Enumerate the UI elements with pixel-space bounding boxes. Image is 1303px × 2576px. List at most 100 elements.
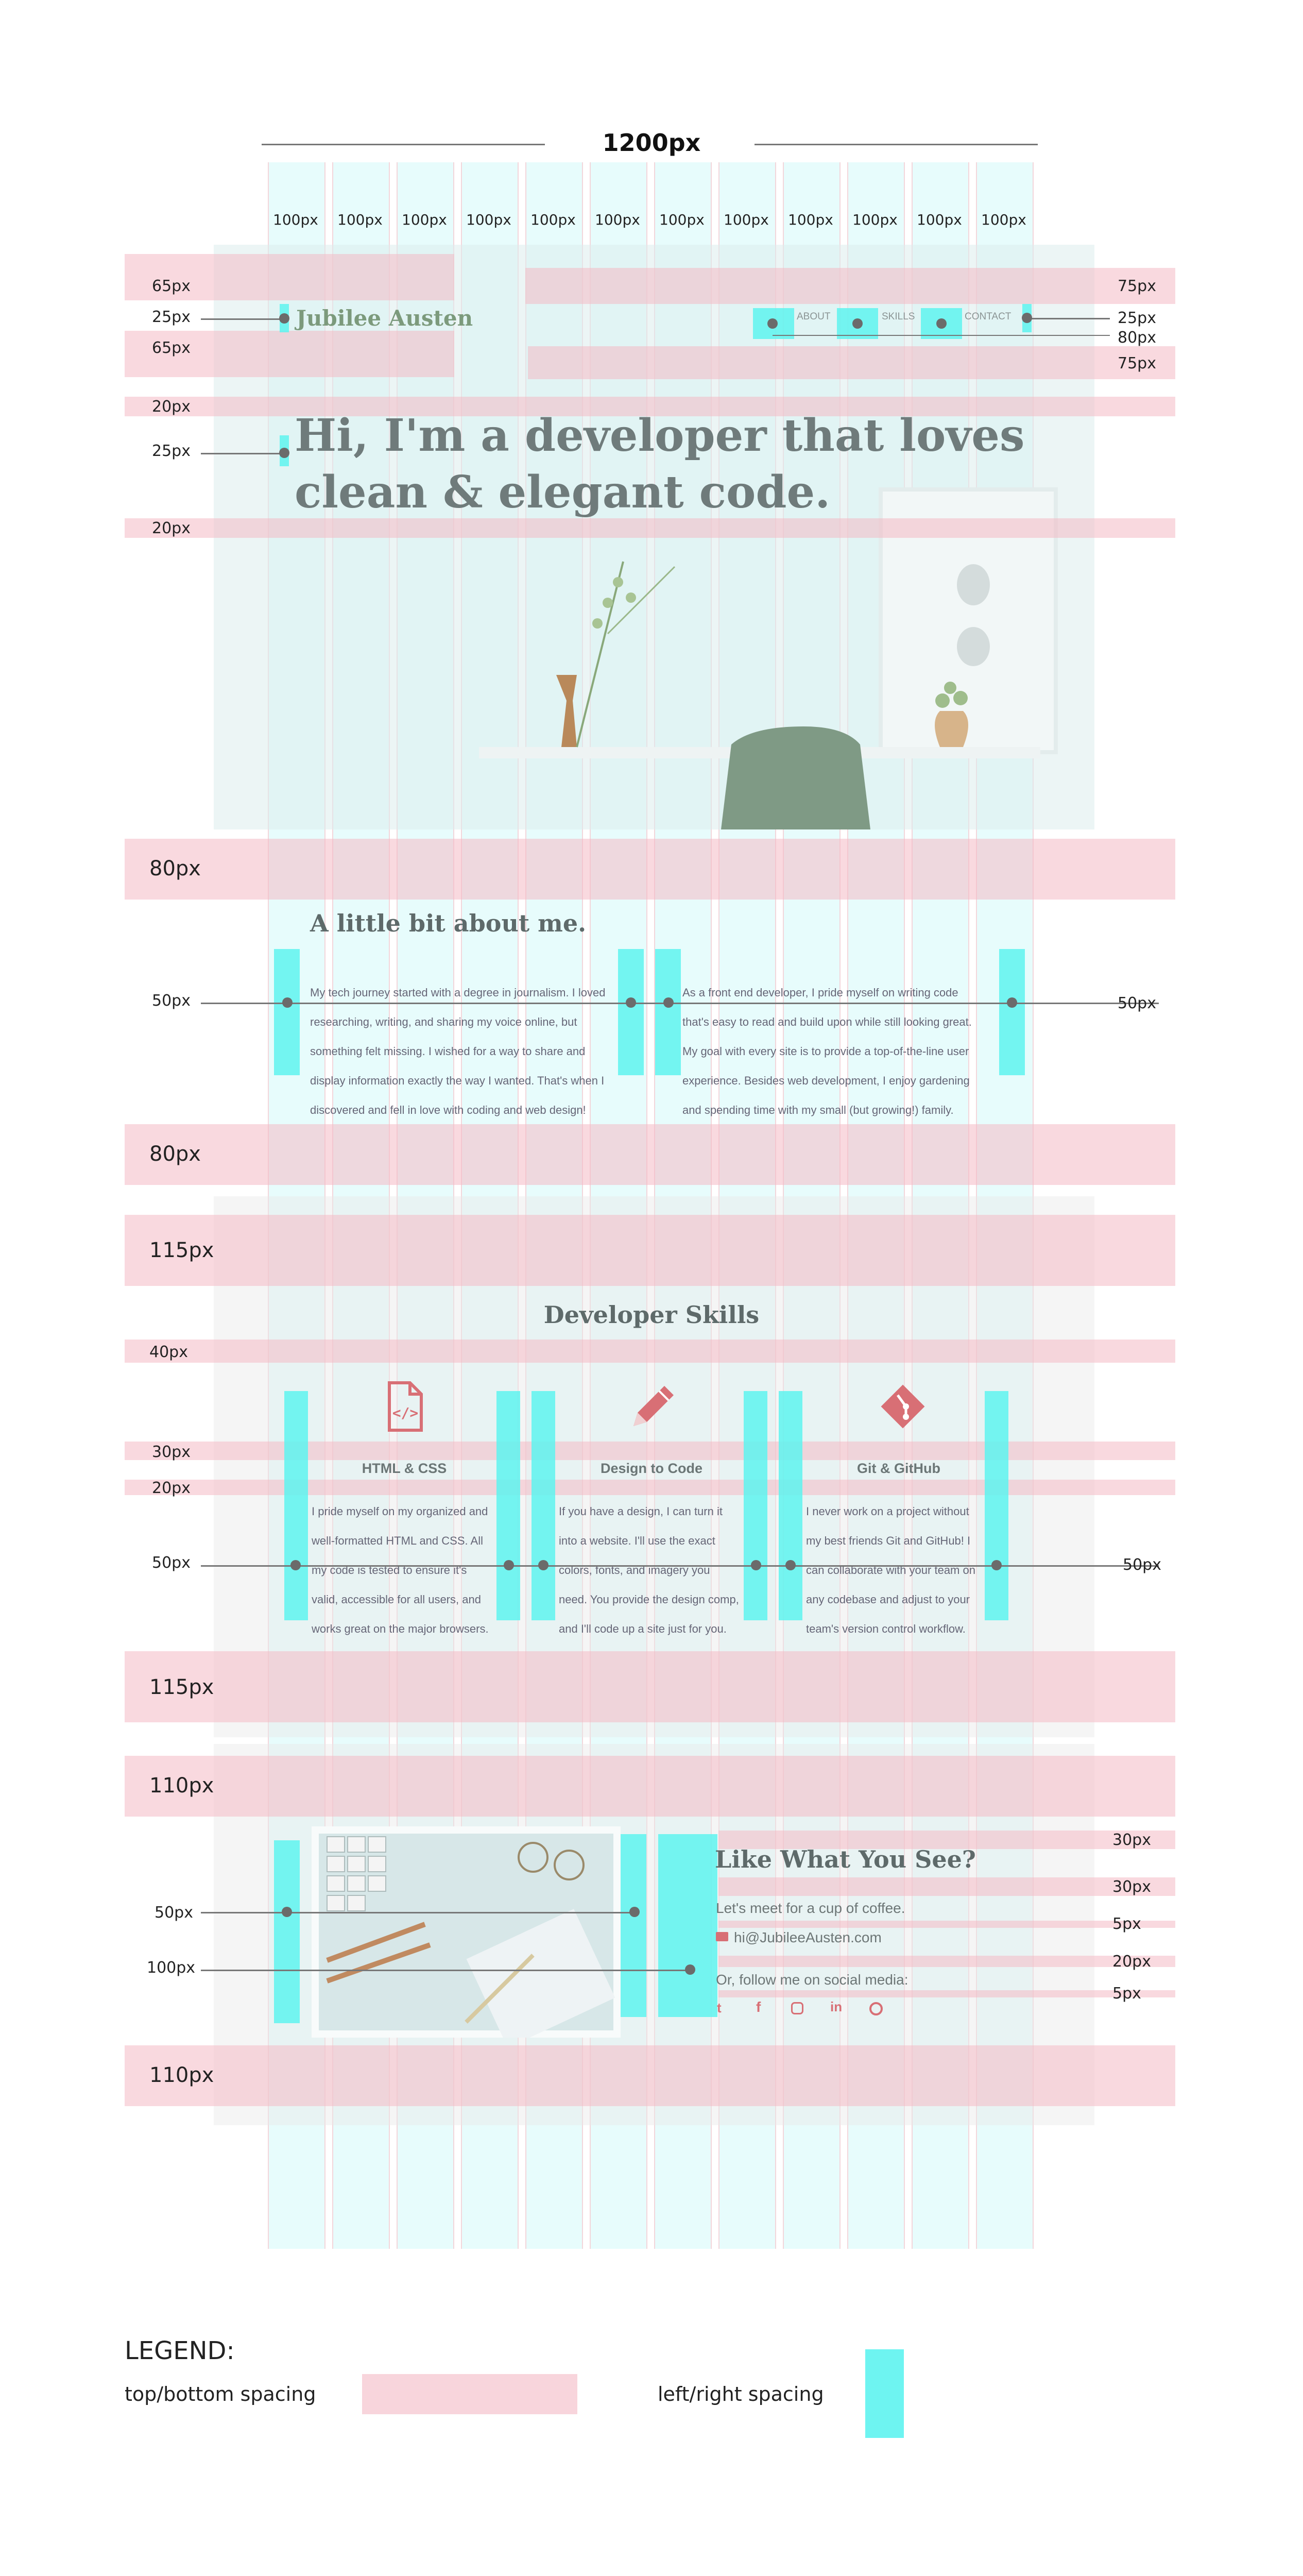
spacing-bar <box>125 1124 1175 1185</box>
measure-line <box>201 1970 690 1971</box>
skill-text-html-css: I pride myself on my organized and well-… <box>312 1497 502 1643</box>
contact-follow: Or, follow me on social media: <box>716 1972 908 1988</box>
measure-dot <box>685 1964 695 1975</box>
contact-subtitle: Let's meet for a cup of coffee. <box>716 1900 905 1916</box>
measure-line <box>201 1565 1159 1567</box>
linkedin-icon[interactable]: in <box>830 1999 843 2014</box>
skills-title: Developer Skills <box>543 1301 760 1329</box>
measure-dot <box>751 1560 761 1570</box>
contact-email[interactable]: hi@JubileeAusten.com <box>734 1929 882 1945</box>
about-column-2: As a front end developer, I pride myself… <box>682 978 997 1125</box>
spacing-bar <box>718 1921 1175 1928</box>
skill-title-git-github: Git & GitHub <box>857 1461 940 1476</box>
about-text-line: that's easy to read and build upon while… <box>682 1015 972 1028</box>
nav-link-about[interactable]: ABOUT <box>797 311 831 322</box>
spacing-bar <box>528 346 1175 379</box>
github-icon[interactable] <box>869 2002 883 2015</box>
spacing-bar <box>125 1215 1175 1286</box>
measure-dot <box>629 1907 640 1917</box>
skill-text-line: my code is tested to ensure it's <box>312 1564 467 1577</box>
spacing-bar <box>125 1756 1175 1817</box>
column-label: 100px <box>402 211 447 228</box>
measure-dot <box>538 1560 548 1570</box>
measure-dot <box>282 997 293 1008</box>
spacing-bar <box>125 397 1175 416</box>
spacing-bar <box>125 1442 1175 1460</box>
spacing-label: 50px <box>1123 1556 1161 1574</box>
skill-text-line: and I'll code up a site just for you. <box>559 1622 727 1635</box>
measure-dot <box>767 318 778 329</box>
spacing-label: 20px <box>152 519 191 537</box>
column-label: 100px <box>273 211 318 228</box>
spacing-bar <box>125 839 1175 900</box>
skill-title-design-to-code: Design to Code <box>600 1461 702 1476</box>
spacing-bar-horizontal <box>274 949 300 1075</box>
spacing-label: 110px <box>149 1774 214 1798</box>
measure-line <box>201 318 286 320</box>
skill-text-line: need. You provide the design comp, <box>559 1593 739 1606</box>
column-label: 100px <box>724 211 769 228</box>
column-label: 100px <box>788 211 833 228</box>
measure-dot <box>290 1560 301 1570</box>
spacing-bar-horizontal <box>655 949 681 1075</box>
nav-link-contact[interactable]: CONTACT <box>965 311 1011 322</box>
measure-dot <box>282 1907 292 1917</box>
spacing-bar-horizontal <box>744 1391 767 1620</box>
spacing-bar-horizontal <box>532 1391 555 1620</box>
spacing-bar-horizontal <box>658 1834 717 2017</box>
measure-dot <box>785 1560 796 1570</box>
spacing-bar <box>718 1831 1175 1849</box>
spacing-label: 50px <box>152 992 191 1010</box>
about-text-line: display information exactly the way I wa… <box>310 1074 605 1087</box>
nav-link-skills[interactable]: SKILLS <box>882 311 915 322</box>
legend-cyan-swatch <box>865 2349 904 2438</box>
skill-text-line: colors, fonts, and imagery you <box>559 1564 710 1577</box>
column-label: 100px <box>530 211 576 228</box>
nav-logo[interactable]: Jubilee Austen <box>296 306 473 331</box>
spacing-bar <box>718 1877 1175 1896</box>
column-label: 100px <box>595 211 640 228</box>
spacing-label: 25px <box>1118 309 1156 327</box>
column-label: 100px <box>917 211 962 228</box>
facebook-icon[interactable]: f <box>756 1999 761 2015</box>
spacing-bar-horizontal <box>274 1840 300 2023</box>
instagram-icon[interactable] <box>791 2002 803 2014</box>
about-text-line: something felt missing. I wished for a w… <box>310 1045 586 1058</box>
spacing-bar <box>125 1651 1175 1722</box>
about-text-line: discovered and fell in love with coding … <box>310 1104 586 1116</box>
git-icon <box>881 1384 925 1429</box>
spacing-label: 75px <box>1118 354 1156 372</box>
skill-text-line: I never work on a project without <box>806 1505 969 1518</box>
measure-dot <box>1007 997 1017 1008</box>
measure-dot <box>663 997 674 1008</box>
twitter-icon[interactable]: t <box>717 2000 722 2015</box>
skill-text-line: team's version control workflow. <box>806 1622 966 1635</box>
spacing-label: 80px <box>149 857 201 880</box>
spacing-label: 40px <box>149 1343 188 1361</box>
spacing-bar <box>125 254 454 300</box>
spacing-label: 25px <box>152 308 191 326</box>
column-label: 100px <box>337 211 383 228</box>
measure-dot <box>279 448 289 458</box>
column-label: 100px <box>659 211 705 228</box>
spacing-bar <box>125 331 454 377</box>
about-text-line: researching, writing, and sharing my voi… <box>310 1015 577 1028</box>
skill-text-line: into a website. I'll use the exact <box>559 1534 715 1547</box>
column-label: 100px <box>466 211 511 228</box>
width-line-left <box>262 144 545 145</box>
spacing-label: 115px <box>149 1675 214 1699</box>
hero-heading-line2: clean & elegant code. <box>295 466 831 518</box>
measure-line <box>773 335 1110 336</box>
spacing-label: 50px <box>1118 994 1156 1012</box>
width-line-right <box>755 144 1038 145</box>
width-label: 1200px <box>602 129 701 157</box>
svg-text:</>: </> <box>392 1404 419 1421</box>
skill-text-git-github: I never work on a project without my bes… <box>806 1497 997 1643</box>
skill-text-line: my best friends Git and GitHub! I <box>806 1534 971 1547</box>
about-column-1: My tech journey started with a degree in… <box>310 978 624 1125</box>
spacing-label: 30px <box>1112 1878 1151 1896</box>
spacing-bar <box>718 1990 1175 1997</box>
measure-dot <box>626 997 636 1008</box>
skills-background <box>214 1196 1094 1737</box>
spacing-label: 25px <box>152 442 191 460</box>
